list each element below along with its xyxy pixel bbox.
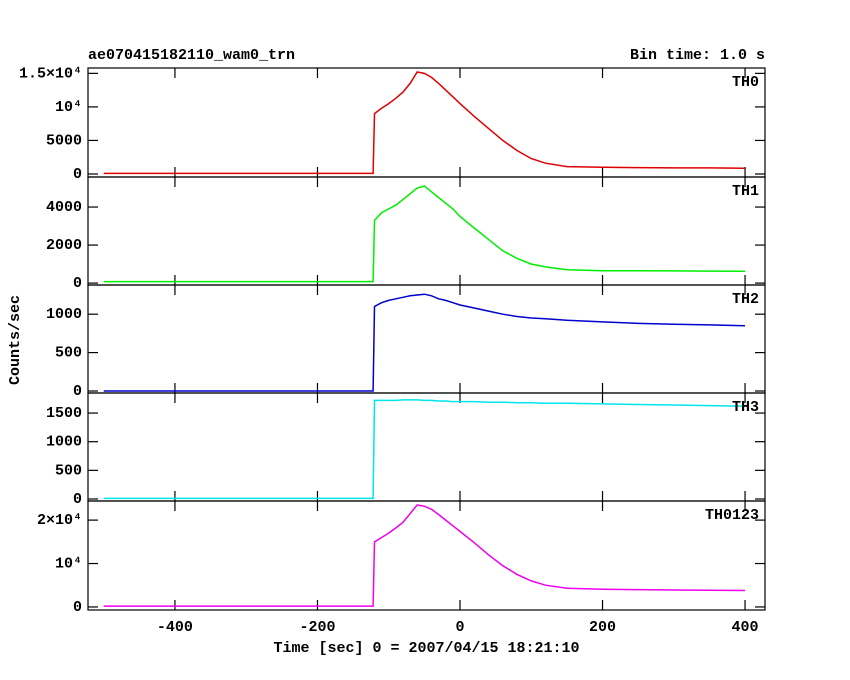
panel-label: TH0: [732, 74, 759, 91]
x-tick-label: 400: [732, 619, 759, 636]
y-tick-label: 0: [73, 166, 82, 183]
y-tick-label: 1.5×10⁴: [19, 65, 82, 82]
y-tick-label: 0: [73, 491, 82, 508]
panel-frame: [87, 67, 766, 178]
y-tick-label: 4000: [46, 199, 82, 216]
x-tick-label: -400: [157, 619, 193, 636]
x-tick-label: 0: [455, 619, 464, 636]
y-tick-label: 2000: [46, 237, 82, 254]
y-axis-label: Counts/sec: [7, 295, 24, 385]
y-tick-label: 500: [55, 462, 82, 479]
y-tick-label: 1500: [46, 405, 82, 422]
panel-frame: [87, 392, 766, 502]
x-axis-label: Time [sec] 0 = 2007/04/15 18:21:10: [273, 640, 579, 657]
y-tick-label: 0: [73, 383, 82, 400]
light-curve: [103, 71, 746, 175]
panel-label: TH0123: [705, 507, 759, 524]
panel-label: TH2: [732, 291, 759, 308]
panel-frame: [87, 500, 766, 611]
x-tick-label: 200: [589, 619, 616, 636]
bin-time: Bin time: 1.0 s: [630, 47, 765, 64]
light-curve: [103, 399, 746, 500]
light-curve: [103, 504, 746, 607]
panel-frame: [87, 284, 766, 394]
light-curve: [103, 185, 746, 283]
y-tick-label: 1000: [46, 434, 82, 451]
panel-frame: [87, 176, 766, 286]
panel-label: TH1: [732, 183, 759, 200]
y-tick-label: 0: [73, 275, 82, 292]
y-tick-label: 10⁴: [55, 99, 82, 116]
y-tick-label: 5000: [46, 132, 82, 149]
y-tick-label: 2×10⁴: [37, 512, 82, 529]
x-tick-label: -200: [299, 619, 335, 636]
y-tick-label: 500: [55, 345, 82, 362]
y-tick-label: 10⁴: [55, 556, 82, 573]
chart-title: ae070415182110_wam0_trn: [88, 47, 295, 64]
panel-label: TH3: [732, 399, 759, 416]
y-tick-label: 0: [73, 599, 82, 616]
y-tick-label: 1000: [46, 306, 82, 323]
light-curve: [103, 293, 746, 392]
